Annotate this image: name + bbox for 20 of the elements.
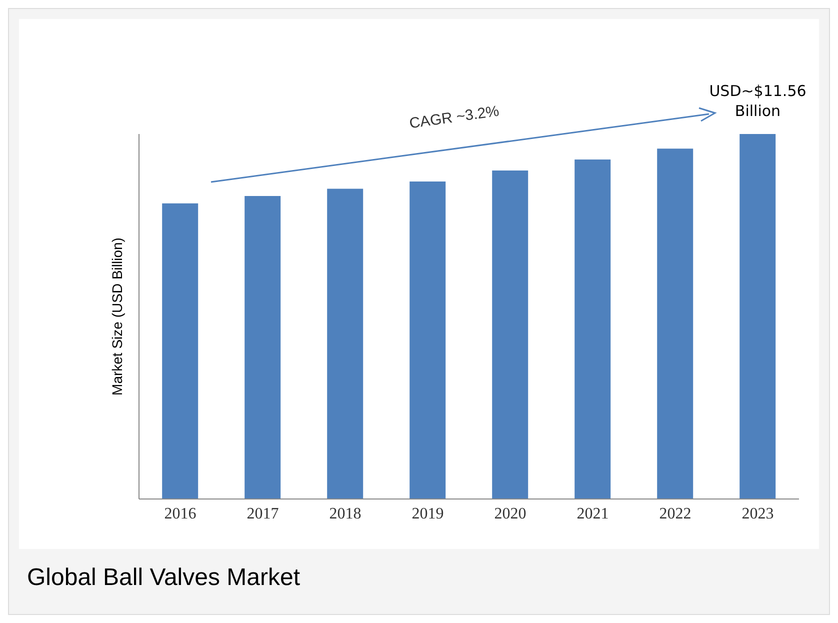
x-tick-label: 2022 xyxy=(659,505,692,522)
bar xyxy=(327,188,364,499)
bar xyxy=(162,203,198,499)
text: Global Ball Valves Market xyxy=(27,564,300,592)
bar xyxy=(244,196,281,499)
bar xyxy=(574,160,611,499)
text: CAGR ~3.2% xyxy=(408,102,500,132)
x-tick-label: 2023 xyxy=(742,505,774,522)
bar xyxy=(492,170,528,499)
y-axis-title: Market Size (USD Billion) xyxy=(108,238,125,396)
x-tick-label: 2017 xyxy=(246,505,279,522)
x-tick-label: 2020 xyxy=(494,505,526,522)
bar xyxy=(657,148,694,499)
x-tick-label: 2019 xyxy=(412,505,444,522)
x-tick-label: 2016 xyxy=(164,505,196,522)
x-tick-label: 2018 xyxy=(329,505,362,522)
x-tick-label: 2021 xyxy=(576,505,609,522)
text: USD~$11.56 Billion xyxy=(708,81,808,121)
bar xyxy=(740,134,776,499)
bar xyxy=(410,181,446,499)
